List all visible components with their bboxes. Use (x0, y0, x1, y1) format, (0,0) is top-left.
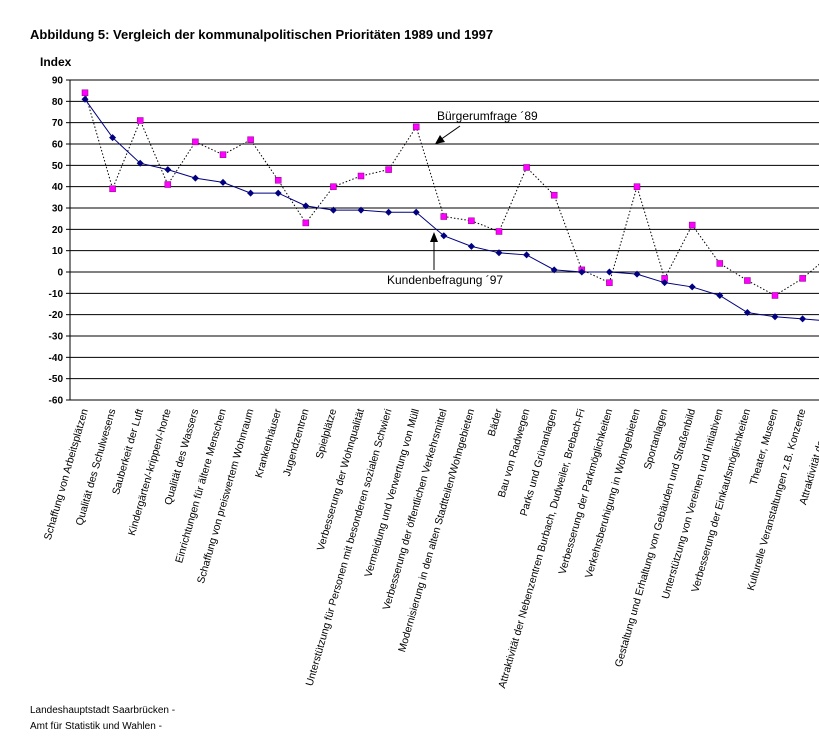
marker (302, 219, 310, 227)
marker (799, 275, 806, 282)
marker (109, 185, 116, 193)
marker (412, 123, 420, 131)
y-axis-label: Index (40, 55, 72, 69)
arrow (439, 125, 461, 141)
marker (605, 268, 613, 276)
marker (412, 208, 420, 216)
marker (136, 117, 144, 124)
marker (247, 189, 255, 197)
y-tick-label: 20 (52, 225, 64, 236)
y-tick-label: -60 (49, 396, 64, 407)
arrow-head (435, 135, 445, 144)
y-tick-label: 70 (52, 118, 64, 129)
marker (799, 315, 807, 323)
marker (440, 213, 448, 220)
marker (274, 189, 282, 197)
marker (81, 89, 89, 97)
marker (164, 181, 172, 188)
marker (743, 309, 751, 317)
marker (550, 266, 558, 274)
y-tick-label: 80 (52, 97, 64, 108)
x-tick-label: Bäder (486, 407, 505, 438)
x-tick-label: Krankenhäuser (253, 407, 284, 479)
marker (109, 134, 117, 142)
marker (688, 221, 696, 229)
plot-area: -60-50-40-30-20-100102030405060708090Sch… (42, 76, 819, 690)
marker (688, 283, 696, 291)
source-line: Amt für Statistik und Wahlen - (30, 721, 162, 732)
marker (385, 208, 393, 216)
marker (192, 138, 199, 146)
marker (385, 166, 392, 173)
x-tick-label: Theater, Museen (748, 407, 781, 486)
y-tick-label: -20 (49, 310, 64, 321)
x-tick-label: Einrichtungen für ältere Menschen (173, 407, 229, 564)
marker (219, 178, 227, 186)
marker (329, 206, 337, 214)
x-tick-label: Spielplätze (314, 407, 340, 460)
y-tick-label: -30 (49, 332, 64, 343)
marker (771, 292, 779, 299)
arrow-head (430, 232, 438, 242)
marker (81, 95, 89, 103)
marker (302, 202, 310, 210)
marker (274, 177, 282, 184)
marker (716, 260, 724, 267)
y-tick-label: 40 (52, 182, 64, 193)
y-tick-label: -50 (49, 374, 64, 385)
marker (606, 279, 613, 286)
marker (219, 151, 227, 158)
marker (136, 159, 144, 167)
y-tick-label: 60 (52, 140, 64, 151)
series-line (84, 98, 819, 321)
marker (357, 172, 365, 180)
marker (247, 136, 254, 143)
marker (495, 228, 503, 235)
marker (191, 174, 199, 182)
y-tick-label: -40 (49, 353, 64, 364)
marker (330, 183, 337, 190)
marker (550, 191, 558, 199)
annotation: Bürgerumfrage ´89 (437, 109, 538, 123)
y-tick-label: 10 (52, 246, 64, 257)
y-tick-label: 0 (57, 268, 63, 279)
marker (523, 251, 531, 259)
x-tick-label: Verkehrsberuhigung in Wohngebieten (583, 407, 643, 579)
x-tick-label: Jugendzentren (281, 407, 312, 477)
marker (164, 166, 172, 174)
marker (578, 268, 586, 276)
marker (633, 270, 641, 278)
series-line (84, 92, 819, 297)
x-tick-label: Sportanlagen (642, 407, 671, 471)
marker (495, 249, 503, 257)
chart-title: Abbildung 5: Vergleich der kommunalpolit… (30, 27, 493, 42)
marker (468, 217, 475, 225)
y-tick-label: -10 (49, 289, 64, 300)
marker (467, 242, 475, 250)
annotation: Kundenbefragung ´97 (387, 273, 503, 287)
marker (771, 313, 779, 321)
y-tick-label: 50 (52, 161, 64, 172)
marker (744, 277, 751, 284)
source-line: Landeshauptstadt Saarbrücken - (30, 705, 175, 716)
marker (440, 232, 448, 240)
y-tick-label: 30 (52, 204, 64, 215)
marker (357, 206, 365, 214)
marker (633, 183, 641, 190)
marker (523, 164, 530, 171)
marker (716, 291, 724, 299)
y-tick-label: 90 (52, 76, 64, 87)
marker (661, 279, 669, 287)
